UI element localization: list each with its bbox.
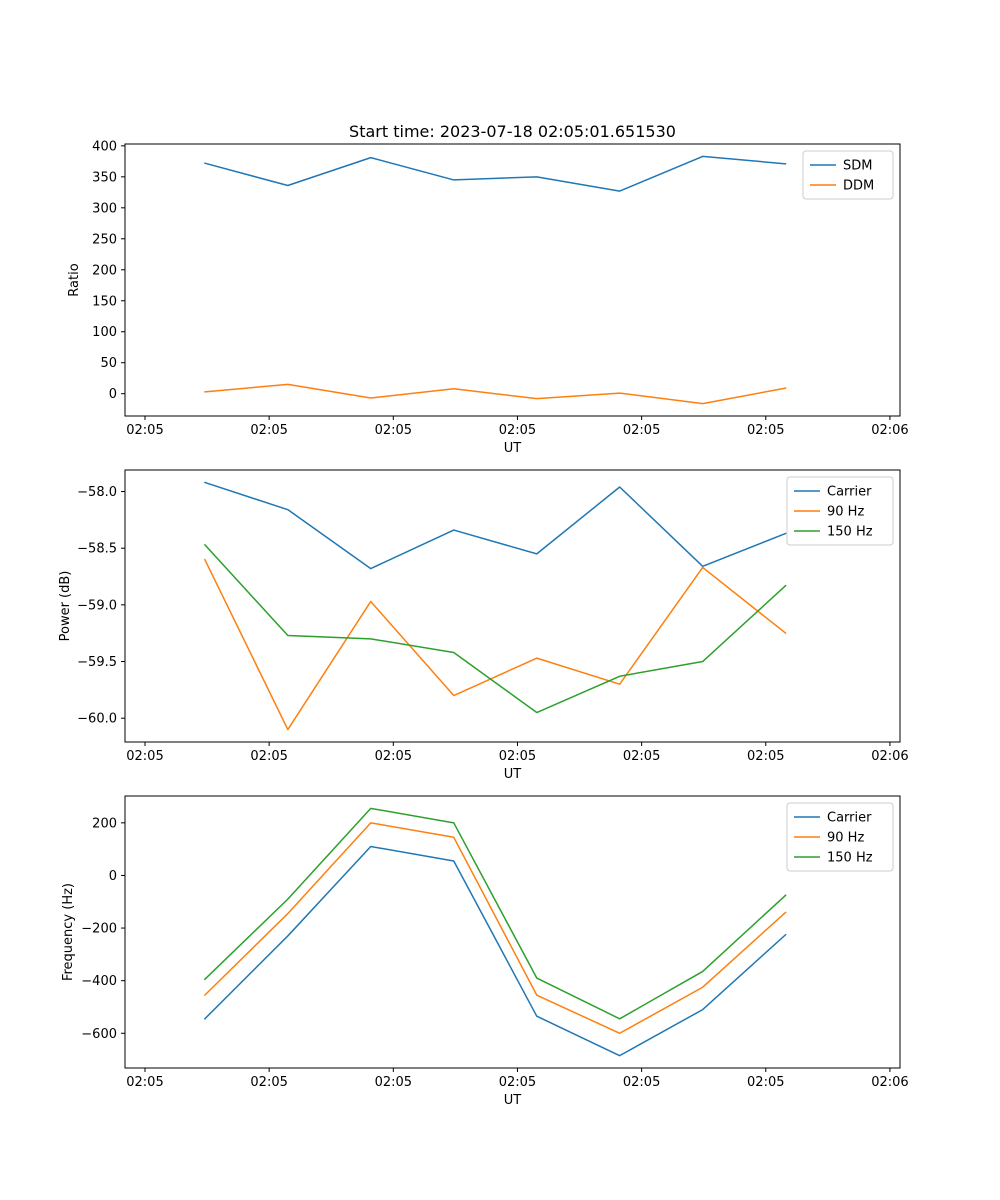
ratio-ytick-label: 300 [92,201,117,216]
ratio-ytick-label: 250 [92,232,117,247]
power-xtick-label: 02:05 [623,749,660,764]
power-series-150-hz [204,544,787,714]
frequency-xtick-label: 02:05 [747,1075,784,1090]
ratio-xtick-label: 02:05 [126,423,163,438]
ratio-xlabel: UT [504,441,522,456]
frequency-series-150-hz [204,807,787,1020]
frequency-ylabel: Frequency (Hz) [61,883,76,981]
frequency-legend-label: Carrier [827,811,872,826]
power-legend [786,476,894,546]
power-ytick-label: −59.5 [77,655,117,670]
ratio-xtick-label: 02:05 [747,423,784,438]
power-xtick-label: 02:05 [499,749,536,764]
power-xlabel: UT [504,767,522,782]
ratio-legend-label: DDM [843,179,874,194]
frequency-ytick-label: −600 [81,1027,117,1042]
frequency-ytick-label: −200 [81,922,117,937]
power-series-90-hz [204,558,787,731]
frequency-legend [786,802,894,872]
power-xtick-label: 02:05 [250,749,287,764]
ratio-ylabel: Ratio [67,263,82,296]
frequency-legend-label: 90 Hz [827,831,864,846]
power-ytick-label: −59.0 [77,598,117,613]
ratio-ytick-label: 0 [109,387,117,402]
frequency-series-90-hz [204,822,787,1035]
frequency-xtick-label: 02:05 [126,1075,163,1090]
ratio-xtick-label: 02:05 [623,423,660,438]
ratio-legend-label: SDM [843,159,872,174]
frequency-xtick-label: 02:05 [499,1075,536,1090]
frequency-ytick-label: −400 [81,974,117,989]
ratio-legend [802,150,894,200]
ratio-series-sdm [204,155,787,192]
power-legend-label: Carrier [827,485,872,500]
ratio-xtick-label: 02:06 [871,423,908,438]
power-ytick-label: −60.0 [77,712,117,727]
frequency-xtick-label: 02:05 [250,1075,287,1090]
power-legend-label: 90 Hz [827,505,864,520]
chart-title: Start time: 2023-07-18 02:05:01.651530 [349,122,676,141]
ratio-ytick-label: 150 [92,294,117,309]
frequency-series-carrier [204,845,787,1057]
power-xtick-label: 02:05 [747,749,784,764]
ratio-ytick-label: 50 [100,356,117,371]
ratio-axes-frame [124,143,901,417]
frequency-xtick-label: 02:05 [623,1075,660,1090]
frequency-ytick-label: 0 [109,869,117,884]
frequency-ytick-label: 200 [92,816,117,831]
power-ytick-label: −58.0 [77,485,117,500]
power-xtick-label: 02:05 [126,749,163,764]
power-axes-frame [124,469,901,743]
power-xtick-label: 02:05 [375,749,412,764]
ratio-xtick-label: 02:05 [375,423,412,438]
ratio-ytick-label: 200 [92,263,117,278]
frequency-xlabel: UT [504,1093,522,1108]
power-series-carrier [204,481,787,570]
ratio-ytick-label: 350 [92,170,117,185]
frequency-axes-frame [124,795,901,1069]
ratio-series-ddm [204,383,787,405]
ratio-xtick-label: 02:05 [250,423,287,438]
ratio-ytick-label: 100 [92,325,117,340]
power-legend-label: 150 Hz [827,525,873,540]
power-xtick-label: 02:06 [871,749,908,764]
ratio-ytick-label: 400 [92,139,117,154]
frequency-legend-label: 150 Hz [827,851,873,866]
power-ylabel: Power (dB) [58,571,73,642]
ratio-xtick-label: 02:05 [499,423,536,438]
power-ytick-label: −58.5 [77,542,117,557]
frequency-xtick-label: 02:06 [871,1075,908,1090]
frequency-xtick-label: 02:05 [375,1075,412,1090]
